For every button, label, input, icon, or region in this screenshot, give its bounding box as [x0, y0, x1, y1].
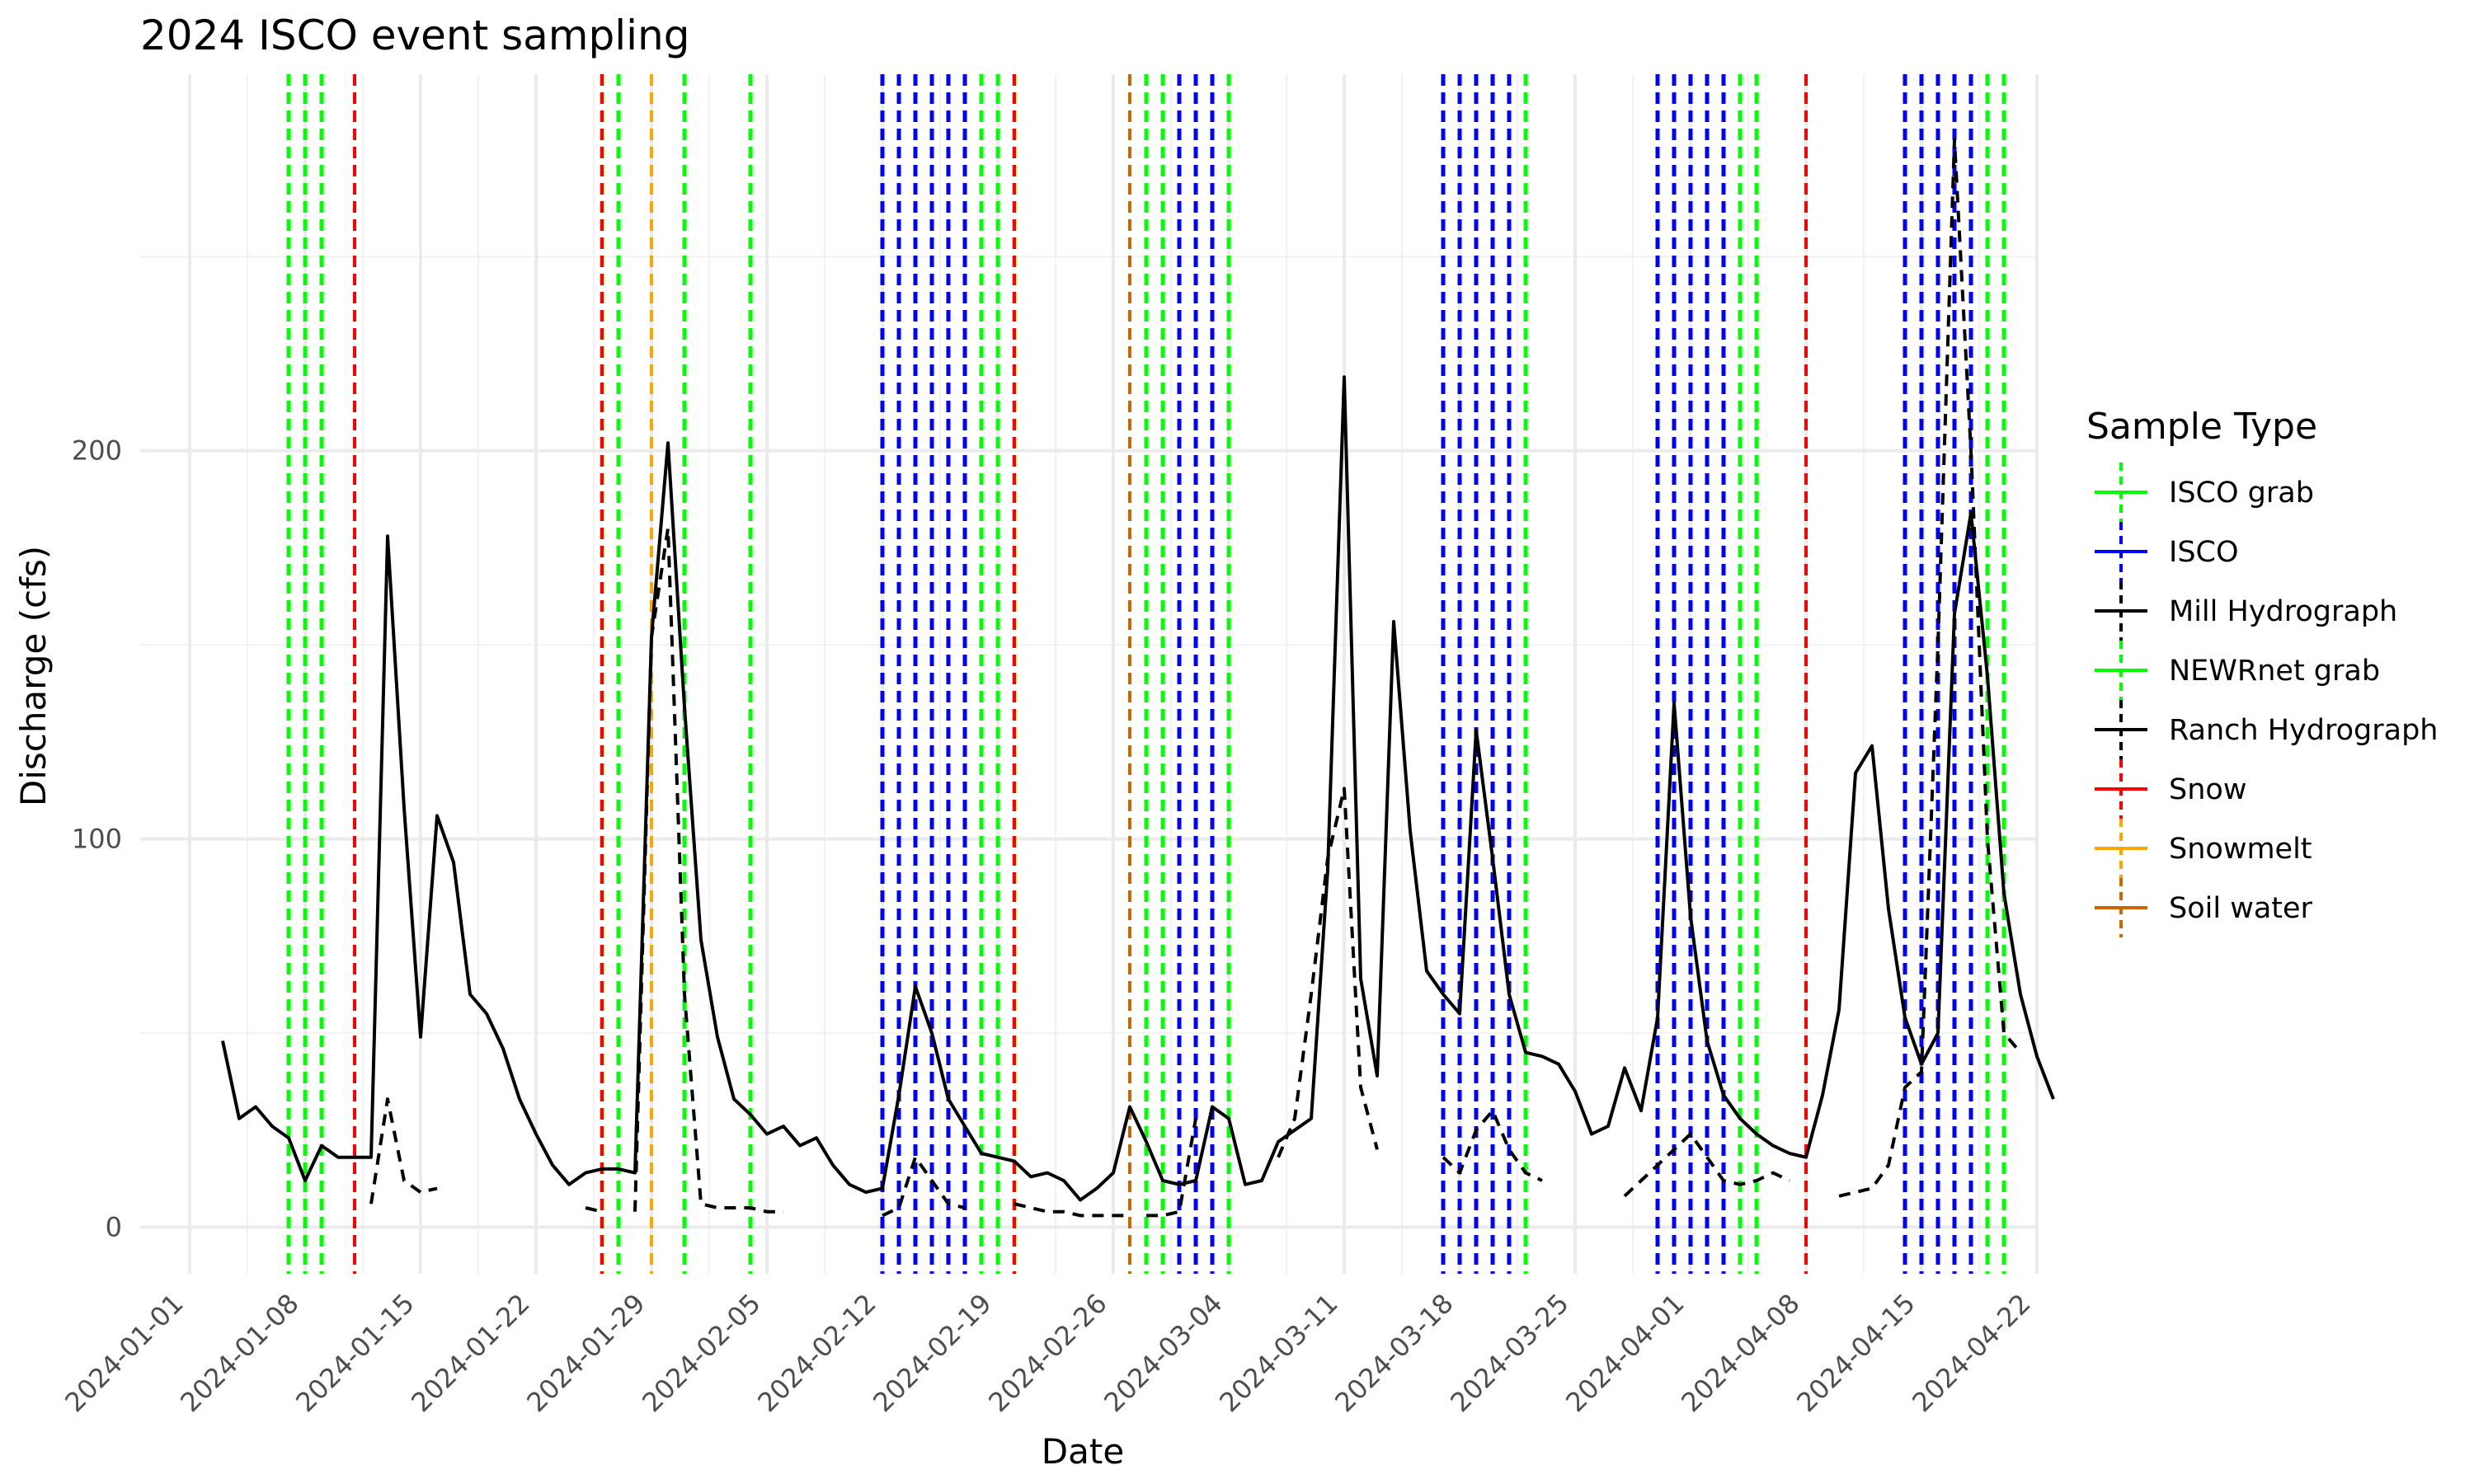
grid-minor — [140, 74, 2037, 1274]
legend-item: Ranch Hydrograph — [2095, 700, 2438, 759]
legend-item: Mill Hydrograph — [2095, 581, 2397, 641]
legend-item: Snow — [2095, 759, 2246, 819]
series-ranch-hydrograph-segment — [1442, 1109, 1543, 1182]
legend-items: ISCO grab ISCO Mill Hydrograph NEWRnet grab… — [2095, 463, 2438, 937]
chart-title: 2024 ISCO event sampling — [140, 12, 689, 59]
legend-item: ISCO grab — [2095, 463, 2314, 522]
series-ranch-hydrograph-segment — [369, 1097, 438, 1205]
y-tick-label: 100 — [72, 824, 122, 855]
x-axis-title: Date — [1042, 1431, 1124, 1472]
series-ranch-hydrograph-segment — [1623, 1132, 1790, 1198]
legend: Sample Type ISCO grab ISCO Mill Hydrograph… — [2086, 406, 2438, 937]
legend-item-label: NEWRnet grab — [2169, 655, 2380, 688]
series-ranch-hydrograph-segment — [633, 526, 783, 1214]
series-ranch-hydrograph-segment — [1277, 787, 1379, 1158]
legend-item-label: Ranch Hydrograph — [2169, 714, 2438, 747]
legend-item: Snowmelt — [2095, 819, 2312, 878]
legend-item: NEWRnet grab — [2095, 641, 2380, 700]
series-ranch-hydrograph-segment — [1146, 1118, 1197, 1218]
y-axis-ticks: 0 100 200 — [72, 435, 122, 1243]
legend-item-label: Snow — [2169, 773, 2246, 806]
y-tick-label: 0 — [106, 1211, 122, 1242]
legend-item-label: Soil water — [2169, 892, 2313, 925]
legend-item-label: ISCO — [2169, 536, 2239, 569]
legend-item-label: Mill Hydrograph — [2169, 595, 2397, 628]
series-mill-hydrograph — [221, 375, 2055, 1202]
legend-item: ISCO — [2095, 522, 2239, 581]
y-tick-label: 200 — [72, 435, 122, 467]
series-lines — [221, 139, 2055, 1218]
legend-item-label: Snowmelt — [2169, 833, 2312, 866]
series-ranch-hydrograph-segment — [1838, 139, 2022, 1198]
legend-title: Sample Type — [2086, 406, 2317, 448]
legend-item: Soil water — [2095, 878, 2313, 937]
series-ranch-hydrograph-segment — [882, 1155, 966, 1218]
series-ranch-hydrograph-segment — [585, 1206, 603, 1214]
legend-item-label: ISCO grab — [2169, 477, 2314, 510]
y-axis-title: Discharge (cfs) — [13, 546, 54, 806]
